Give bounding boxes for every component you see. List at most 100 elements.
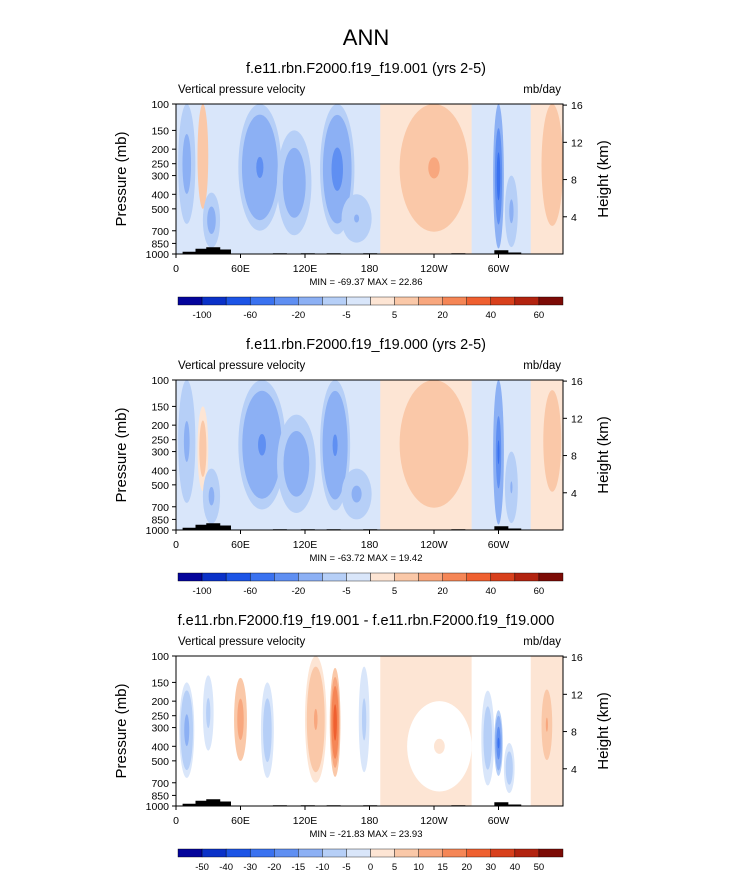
colorbar-label: -40 xyxy=(219,862,233,873)
contour-level xyxy=(497,440,500,465)
pressure-tick-label: 700 xyxy=(151,226,169,238)
colorbar-swatch xyxy=(490,848,516,858)
contour-field xyxy=(176,380,563,530)
contour-level xyxy=(510,481,513,494)
colorbar-swatch xyxy=(490,572,516,582)
stats-label: MIN = -21.83 MAX = 23.93 xyxy=(309,829,422,840)
contour-level xyxy=(185,153,189,174)
colorbar-label: 30 xyxy=(486,862,497,873)
height-tick-label: 12 xyxy=(571,137,583,149)
colorbar: -100 -60 -20 -5 5 20 40 60 xyxy=(177,296,564,321)
pressure-tick-label: 200 xyxy=(151,420,169,432)
contour-level xyxy=(256,156,264,178)
longitude-tick-label: 120W xyxy=(420,539,448,551)
colorbar-swatch xyxy=(394,572,419,582)
pressure-tick-label: 100 xyxy=(151,375,169,387)
colorbar-swatch xyxy=(418,296,443,306)
colorbar-swatch xyxy=(442,848,467,858)
colorbar-swatch xyxy=(201,572,227,582)
colorbar-label: 20 xyxy=(461,862,472,873)
variable-label: Vertical pressure velocity xyxy=(178,84,305,96)
panel-3: f.e11.rbn.F2000.f19_f19.001 - f.e11.rbn.… xyxy=(113,613,612,873)
pressure-tick-label: 850 xyxy=(151,790,169,802)
panel-title: f.e11.rbn.F2000.f19_f19.001 - f.e11.rbn.… xyxy=(178,613,555,629)
pressure-tick-label: 1000 xyxy=(146,525,170,537)
longitude-tick-label: 120W xyxy=(420,263,448,275)
contour-level xyxy=(510,205,513,218)
contour-level xyxy=(207,705,210,721)
colorbar-swatch xyxy=(177,296,203,306)
height-tick-label: 4 xyxy=(571,488,577,500)
pressure-tick-label: 700 xyxy=(151,502,169,514)
contour-level xyxy=(293,455,300,472)
panel-2: f.e11.rbn.F2000.f19_f19.000 (yrs 2-5) Ver… xyxy=(113,337,612,597)
colorbar-swatch xyxy=(249,296,275,306)
pressure-tick-label: 150 xyxy=(151,401,169,413)
longitude-tick-label: 60W xyxy=(488,539,510,551)
colorbar: -100 -60 -20 -5 5 20 40 60 xyxy=(177,572,564,597)
pressure-tick-label: 1000 xyxy=(146,249,170,261)
colorbar-label: -100 xyxy=(193,310,212,321)
contour-level xyxy=(210,491,213,501)
colorbar-swatch xyxy=(370,296,395,306)
longitude-tick-label: 0 xyxy=(173,539,179,551)
colorbar-swatch xyxy=(370,572,395,582)
figure-title: ANN xyxy=(343,25,389,50)
height-axis-label: Height (km) xyxy=(595,140,612,218)
colorbar-label: 60 xyxy=(534,586,545,597)
colorbar-swatch xyxy=(225,296,251,306)
colorbar-label: -20 xyxy=(267,862,281,873)
contour-level xyxy=(201,441,204,456)
contour-level xyxy=(550,154,555,176)
colorbar-swatch xyxy=(201,848,227,858)
colorbar-swatch xyxy=(514,296,540,306)
colorbar-label: 15 xyxy=(437,862,448,873)
panel-title: f.e11.rbn.F2000.f19_f19.000 (yrs 2-5) xyxy=(246,337,486,353)
height-tick-label: 8 xyxy=(571,175,577,187)
colorbar-label: -5 xyxy=(342,586,350,597)
colorbar-swatch xyxy=(346,848,371,858)
colorbar-label: 40 xyxy=(510,862,521,873)
contour-level xyxy=(334,158,341,181)
height-axis-label: Height (km) xyxy=(595,692,612,770)
terrain-block xyxy=(195,524,210,530)
height-tick-label: 4 xyxy=(571,212,577,224)
colorbar-swatch xyxy=(177,848,203,858)
contour-level xyxy=(313,708,318,730)
height-tick-label: 16 xyxy=(571,376,583,388)
terrain-block xyxy=(507,804,522,806)
terrain-block xyxy=(182,803,197,806)
contour-field xyxy=(176,104,563,254)
colorbar-label: 20 xyxy=(437,310,448,321)
longitude-tick-label: 180 xyxy=(361,815,379,827)
colorbar-swatch xyxy=(274,296,299,306)
colorbar-label: -10 xyxy=(316,862,330,873)
colorbar-swatch xyxy=(514,572,540,582)
colorbar-swatch xyxy=(322,848,347,858)
contour-level xyxy=(508,763,511,773)
terrain-block xyxy=(507,252,522,254)
panels: f.e11.rbn.F2000.f19_f19.001 (yrs 2-5) Ver… xyxy=(113,61,612,873)
contour-level xyxy=(428,157,440,179)
colorbar-swatch xyxy=(346,572,371,582)
contour-level xyxy=(291,174,298,192)
terrain-block xyxy=(507,528,522,530)
pressure-tick-label: 400 xyxy=(151,465,169,477)
pressure-tick-label: 150 xyxy=(151,677,169,689)
colorbar-label: -5 xyxy=(342,310,350,321)
colorbar-swatch xyxy=(394,296,419,306)
pressure-tick-label: 100 xyxy=(151,99,169,111)
colorbar-swatch xyxy=(274,848,299,858)
colorbar: -50 -40 -30 -20 -15 -10 -5 0 5 10 15 20 30 40 50 xyxy=(177,848,564,873)
colorbar-swatch xyxy=(298,572,323,582)
terrain-block xyxy=(195,248,210,254)
terrain-block xyxy=(217,249,231,254)
colorbar-label: 5 xyxy=(392,310,397,321)
colorbar-label: -60 xyxy=(243,586,257,597)
height-tick-label: 12 xyxy=(571,689,583,701)
colorbar-swatch xyxy=(394,848,419,858)
pressure-tick-label: 250 xyxy=(151,711,169,723)
height-tick-label: 8 xyxy=(571,451,577,463)
colorbar-swatch xyxy=(538,572,564,582)
